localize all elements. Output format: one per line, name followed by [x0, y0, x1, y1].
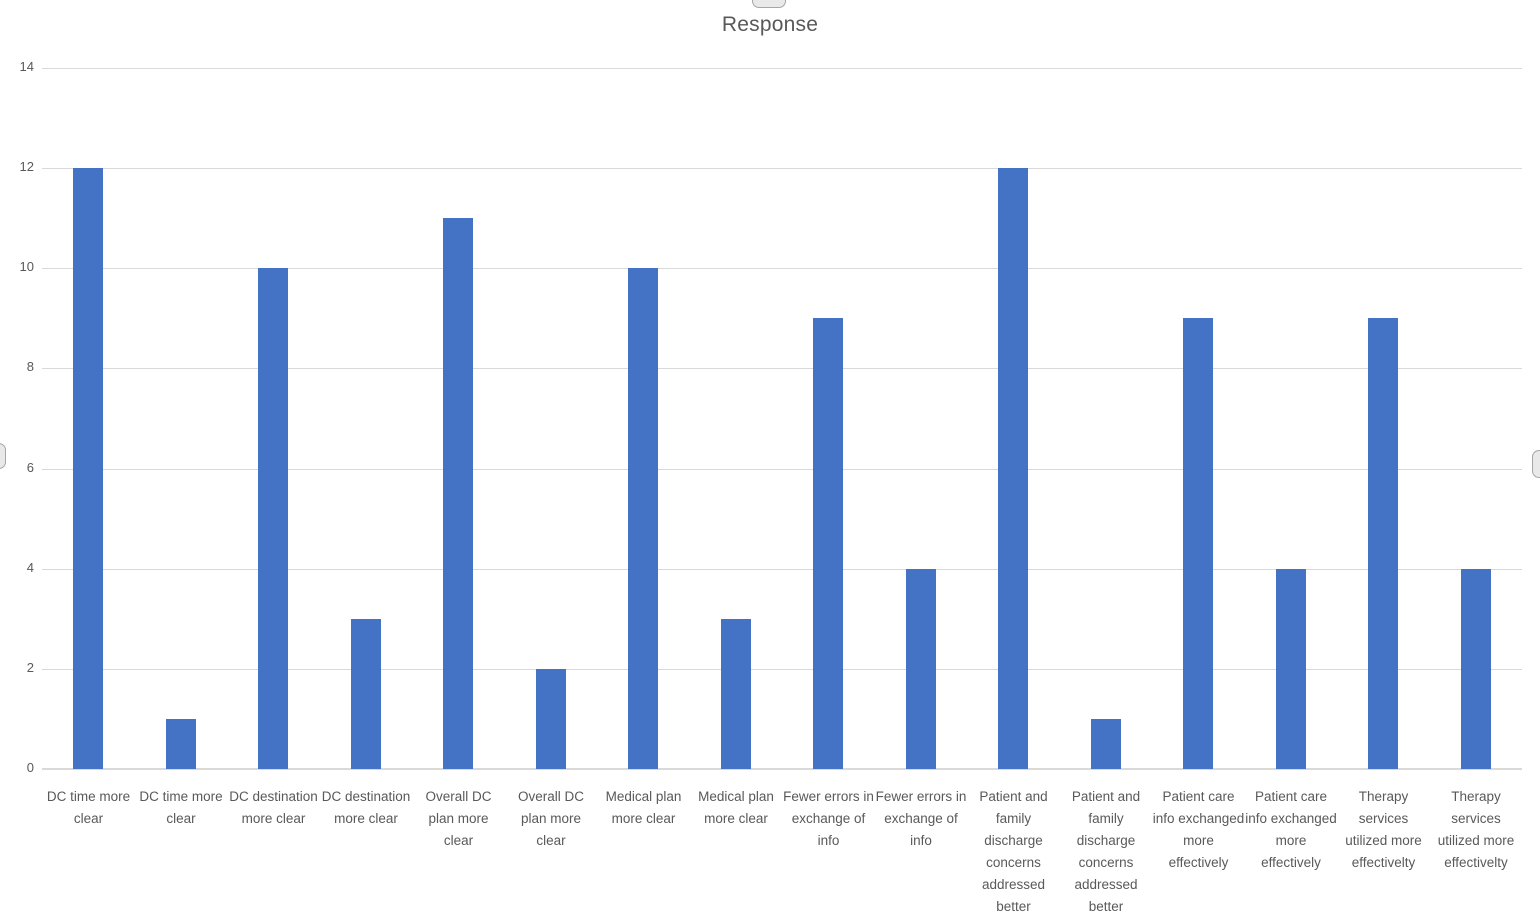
gridline [42, 368, 1522, 370]
x-axis-category-label: DC time more clear [46, 789, 131, 826]
y-axis-tick-label: 4 [26, 559, 34, 575]
chart-selection-handle-top-icon[interactable] [752, 0, 786, 8]
bar[interactable] [1090, 718, 1121, 769]
bar[interactable] [628, 268, 659, 769]
bar[interactable] [1183, 318, 1214, 769]
x-axis-category-label: Patient and family discharge concerns ad… [1071, 789, 1141, 914]
gridline [42, 468, 1522, 470]
bar[interactable] [998, 168, 1029, 769]
x-axis-category-label: Therapy services utilized more effective… [1345, 789, 1422, 870]
chart-title[interactable]: Response [721, 13, 819, 36]
bar[interactable] [720, 618, 751, 769]
bar[interactable] [350, 618, 381, 769]
x-axis-category-label: Fewer errors in exchange of info [875, 789, 967, 848]
x-axis-category-label: Overall DC plan more clear [517, 789, 584, 848]
y-axis-tick-label: 0 [26, 760, 34, 775]
x-axis-category-label: Patient care info exchanged more effecti… [1245, 789, 1337, 870]
bar[interactable] [258, 268, 289, 769]
gridline [42, 168, 1522, 170]
gridline [42, 568, 1522, 570]
bar[interactable] [1275, 568, 1306, 769]
gridline [42, 268, 1522, 270]
bar[interactable] [813, 318, 844, 769]
x-axis-category-label: Medical plan more clear [605, 789, 682, 826]
bar[interactable] [905, 568, 936, 769]
y-axis-tick-label: 8 [26, 359, 34, 375]
x-axis-category-label: DC time more clear [139, 789, 223, 826]
x-axis-category-label: DC destination more clear [321, 789, 411, 826]
bar[interactable] [73, 168, 104, 769]
x-axis-category-label: Therapy services utilized more effective… [1437, 789, 1515, 870]
gridline [42, 68, 1522, 69]
y-axis-tick-label: 14 [19, 59, 34, 74]
bar[interactable] [165, 718, 196, 769]
x-axis-line [42, 768, 1522, 770]
gridline [42, 668, 1522, 670]
x-axis-category-label: Overall DC plan more clear [425, 789, 492, 848]
y-axis-tick-label: 10 [19, 259, 34, 275]
y-axis-tick-label: 12 [19, 159, 34, 175]
bar[interactable] [1368, 318, 1399, 769]
x-axis-category-label: Medical plan more clear [698, 789, 774, 826]
bar[interactable] [443, 218, 474, 769]
y-axis-tick-label: 6 [26, 459, 34, 475]
y-axis-tick-label: 2 [26, 659, 34, 675]
chart-selection-handle-right-icon[interactable] [1532, 450, 1540, 478]
bar[interactable] [535, 668, 566, 769]
x-axis-category-label: Fewer errors in exchange of info [783, 789, 874, 848]
x-axis-category-label: DC destination more clear [229, 789, 318, 826]
x-axis-category-label: Patient care info exchanged more effecti… [1152, 789, 1245, 870]
x-axis-category-label: Patient and family discharge concerns ad… [979, 789, 1048, 914]
bar[interactable] [1460, 568, 1491, 769]
